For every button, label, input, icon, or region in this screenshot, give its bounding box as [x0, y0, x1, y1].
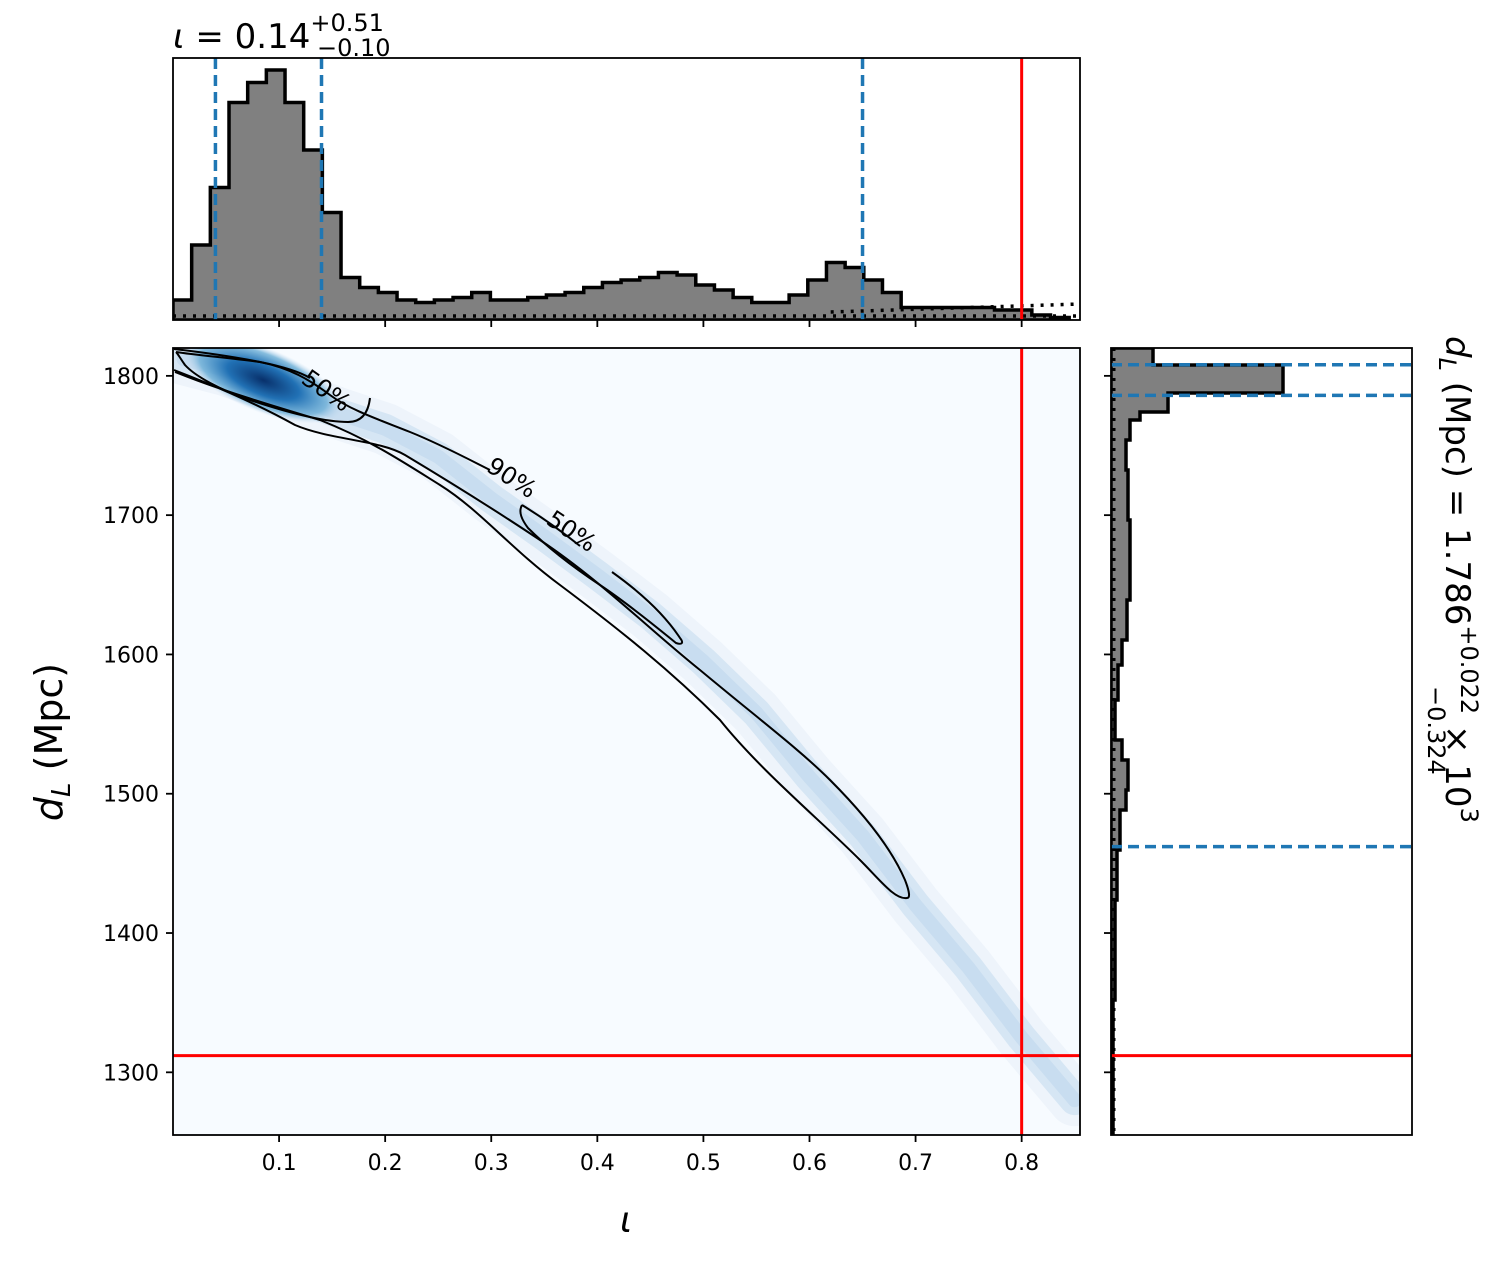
joint-panel-frame: [172, 347, 1081, 1136]
iota-histogram-panel: ι = 0.14+0.51 −0.10: [172, 9, 1081, 327]
iota-quantile-lines: [213, 58, 1080, 320]
y-tick-label: 1300: [103, 1061, 159, 1086]
x-tick-label: 0.5: [686, 1151, 721, 1176]
dL-histogram-ticks: [1104, 374, 1111, 1074]
x-tick-label: 0.2: [368, 1151, 403, 1176]
dL-histogram-panel: dL (Mpc) = 1.786+0.022 × 103 −0.324: [1104, 336, 1483, 1136]
x-tick-label: 0.6: [792, 1151, 827, 1176]
x-axis-label: ι: [620, 1200, 632, 1241]
iota-histogram-bars: [173, 68, 1071, 320]
y-axis-label-unit: (Mpc): [27, 663, 71, 770]
x-tick-label: 0.4: [580, 1151, 615, 1176]
dL-title-exp: 3: [1455, 808, 1483, 823]
joint-panel: 50% 90% 50% 0.1 0.2 0.3 0.4 0.5 0.6 0.7 0.8 130…: [27, 347, 1081, 1241]
dL-title-minus: −0.324: [1422, 686, 1450, 775]
dL-quantile-lines: [1111, 362, 1412, 849]
contour-50-peak: [175, 351, 371, 424]
iota-title-symbol: ι: [173, 17, 185, 57]
contour-50-ridge: [519, 504, 684, 645]
y-axis-label-symbol: d: [27, 796, 71, 821]
x-tick-label: 0.3: [474, 1151, 509, 1176]
joint-panel-background: [173, 348, 1080, 1135]
y-axis-label: dL (Mpc): [27, 663, 77, 821]
dL-title-scale: × 10: [1437, 725, 1477, 808]
x-tick-label: 0.7: [898, 1151, 933, 1176]
iota-histogram-frame: [172, 57, 1081, 321]
contour-90-upper: [173, 348, 491, 471]
x-tick-label: 0.8: [1004, 1151, 1039, 1176]
dL-title-value: (Mpc) = 1.786: [1437, 382, 1477, 626]
x-tick-label: 0.1: [262, 1151, 297, 1176]
y-tick-label: 1400: [103, 922, 159, 947]
dL-histogram-bars: [1111, 348, 1285, 1135]
y-axis-ticks: 1300 1400 1500 1600 1700 1800: [103, 365, 173, 1086]
dL-title-plus: +0.022: [1455, 625, 1483, 714]
dL-panel-title: dL (Mpc) = 1.786+0.022 × 103: [1433, 336, 1483, 823]
iota-prior-tail: [830, 302, 1080, 314]
y-axis-label-sub: L: [47, 782, 77, 797]
iota-title-plus: +0.51: [310, 9, 384, 37]
iota-histogram-ticks: [278, 320, 1023, 327]
dL-histogram-frame: [1110, 347, 1413, 1136]
iota-title-minus: −0.10: [317, 34, 391, 62]
dL-title-symbol: d: [1437, 336, 1477, 358]
y-tick-label: 1800: [103, 365, 159, 390]
x-axis-ticks: 0.1 0.2 0.3 0.4 0.5 0.6 0.7 0.8: [262, 1135, 1039, 1176]
y-tick-label: 1600: [103, 643, 159, 668]
iota-title-median: 0.14: [235, 17, 311, 57]
contour-90: [173, 369, 911, 900]
iota-panel-title: ι = 0.14+0.51: [173, 9, 384, 57]
y-tick-label: 1700: [103, 504, 159, 529]
y-tick-label: 1500: [103, 783, 159, 808]
dL-title-sub: L: [1433, 358, 1461, 371]
